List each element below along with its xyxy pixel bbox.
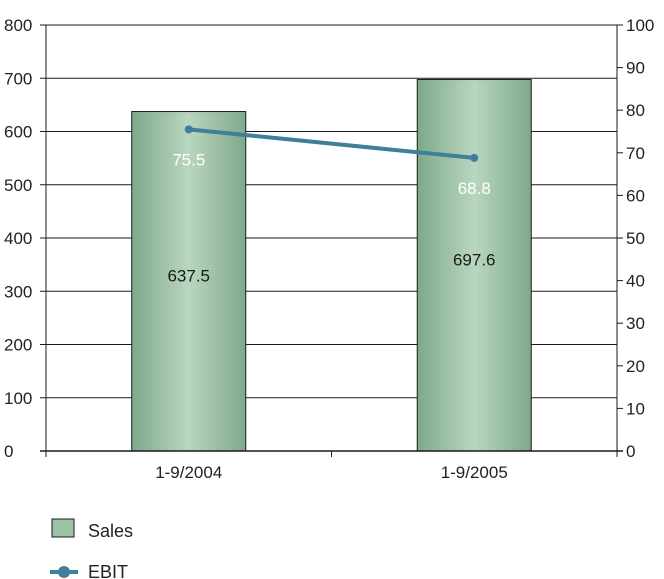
y-left-tick-label: 400	[4, 229, 32, 248]
y-right-tick-label: 80	[626, 101, 645, 120]
sales-data-label: 697.6	[453, 250, 496, 269]
legend-marker-ebit	[58, 566, 70, 578]
y-right-tick-label: 20	[626, 357, 645, 376]
y-left-tick-label: 100	[4, 389, 32, 408]
y-left-tick-label: 700	[4, 69, 32, 88]
line-series	[184, 125, 479, 162]
y-left-tick-label: 300	[4, 282, 32, 301]
y-left-tick-label: 500	[4, 176, 32, 195]
x-tick-label: 1-9/2005	[441, 463, 508, 482]
axes: 0 100 200 300 400 500 600 700 800 0 10 20 30 40 50 60 70…	[4, 16, 654, 482]
data-labels: 637.5 697.6 75.5 68.8	[167, 150, 495, 285]
ebit-point-1-9/2005	[470, 153, 479, 162]
y-right-tick-label: 70	[626, 144, 645, 163]
ebit-data-label: 75.5	[172, 150, 205, 169]
ebit-line	[188, 127, 475, 160]
ebit-point-1-9/2004	[184, 125, 193, 134]
y-right-tick-label: 60	[626, 186, 645, 205]
ebit-data-label: 68.8	[458, 179, 491, 198]
bar-1-9/2005	[416, 79, 532, 452]
legend-label-sales: Sales	[88, 521, 133, 541]
y-left-tick-label: 0	[4, 442, 13, 461]
legend-swatch-sales	[51, 518, 75, 538]
y-right-tick-label: 90	[626, 59, 645, 78]
y-left-tick-label: 200	[4, 336, 32, 355]
y-right-tick-label: 40	[626, 272, 645, 291]
y-right-tick-label: 30	[626, 314, 645, 333]
x-tick-label: 1-9/2004	[155, 463, 222, 482]
sales-data-label: 637.5	[167, 266, 210, 285]
legend: Sales EBIT	[50, 518, 133, 579]
y-left-tick-label: 600	[4, 123, 32, 142]
bar-1-9/2004	[131, 111, 247, 452]
y-left-tick-label: 800	[4, 16, 32, 35]
y-right-tick-label: 0	[626, 442, 635, 461]
legend-label-ebit: EBIT	[88, 562, 128, 579]
y-right-tick-label: 100	[626, 16, 654, 35]
y-right-tick-label: 10	[626, 399, 645, 418]
y-right-tick-label: 50	[626, 229, 645, 248]
bar-series	[131, 79, 532, 452]
